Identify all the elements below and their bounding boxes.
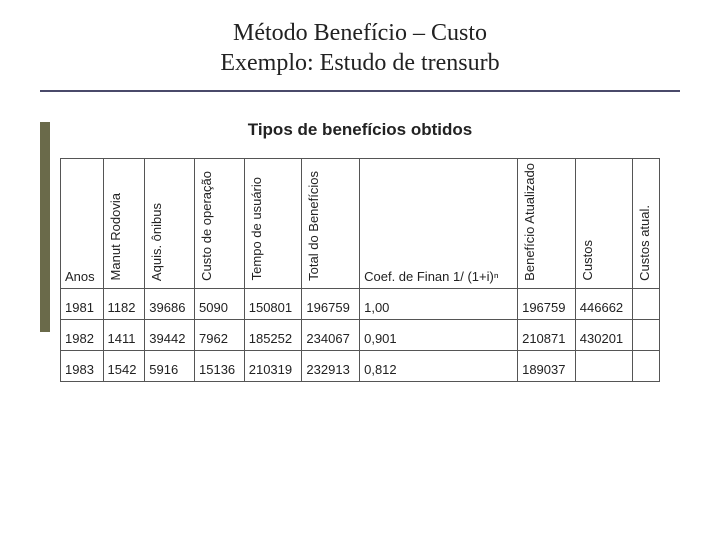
col-total-beneficios: Total do Benefícios (302, 159, 360, 289)
table-header-row: Anos Manut Rodovia Aquis. ônibus Custo d… (61, 159, 660, 289)
table-row: 198111823968650901508011967591,001967594… (61, 288, 660, 319)
table-cell: 1983 (61, 350, 104, 381)
divider-line (40, 90, 680, 92)
table-cell: 185252 (244, 319, 302, 350)
title-line2: Exemplo: Estudo de trensurb (0, 48, 720, 78)
table-cell: 0,901 (360, 319, 518, 350)
table-cell (633, 319, 660, 350)
table-cell: 430201 (575, 319, 633, 350)
benefits-table-wrap: Anos Manut Rodovia Aquis. ônibus Custo d… (60, 158, 660, 382)
table-cell: 210871 (518, 319, 576, 350)
table-cell (575, 350, 633, 381)
table-cell: 234067 (302, 319, 360, 350)
table-row: 198214113944279621852522340670,901210871… (61, 319, 660, 350)
table-cell: 1411 (103, 319, 145, 350)
col-anos: Anos (61, 159, 104, 289)
table-cell: 1182 (103, 288, 145, 319)
table-cell: 15136 (195, 350, 245, 381)
table-cell: 5090 (195, 288, 245, 319)
table-cell (633, 350, 660, 381)
benefits-table: Anos Manut Rodovia Aquis. ônibus Custo d… (60, 158, 660, 382)
table-row: 198315425916151362103192329130,812189037 (61, 350, 660, 381)
table-cell: 196759 (302, 288, 360, 319)
table-cell: 39442 (145, 319, 195, 350)
col-beneficio-atualizado: Benefício Atualizado (518, 159, 576, 289)
table-cell (633, 288, 660, 319)
table-cell: 5916 (145, 350, 195, 381)
accent-bar (40, 122, 50, 332)
table-cell: 1982 (61, 319, 104, 350)
table-cell: 189037 (518, 350, 576, 381)
col-custo-operacao: Custo de operação (195, 159, 245, 289)
table-cell: 232913 (302, 350, 360, 381)
col-tempo-usuario: Tempo de usuário (244, 159, 302, 289)
col-aquis-onibus: Aquis. ônibus (145, 159, 195, 289)
table-cell: 210319 (244, 350, 302, 381)
table-cell: 0,812 (360, 350, 518, 381)
subtitle: Tipos de benefícios obtidos (0, 120, 720, 140)
table-cell: 39686 (145, 288, 195, 319)
col-custos-atual: Custos atual. (633, 159, 660, 289)
col-manut-rodovia: Manut Rodovia (103, 159, 145, 289)
title-block: Método Benefício – Custo Exemplo: Estudo… (0, 0, 720, 78)
table-cell: 1981 (61, 288, 104, 319)
table-cell: 446662 (575, 288, 633, 319)
table-cell: 1542 (103, 350, 145, 381)
table-body: 198111823968650901508011967591,001967594… (61, 288, 660, 381)
table-cell: 7962 (195, 319, 245, 350)
table-cell: 196759 (518, 288, 576, 319)
title-line1: Método Benefício – Custo (0, 18, 720, 48)
table-cell: 1,00 (360, 288, 518, 319)
col-coef-finan: Coef. de Finan 1/ (1+i)ⁿ (360, 159, 518, 289)
col-custos: Custos (575, 159, 633, 289)
table-cell: 150801 (244, 288, 302, 319)
